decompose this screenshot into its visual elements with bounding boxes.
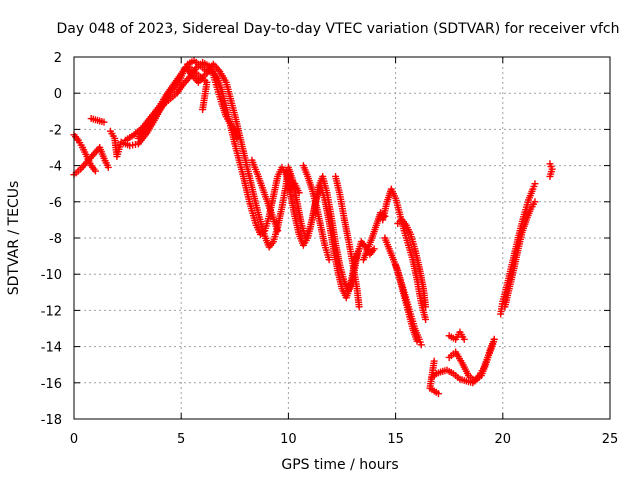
data-point [91,167,99,175]
y-axis-label: SDTVAR / TECUs [6,181,22,296]
data-point [546,172,554,180]
y-tick-label: -4 [49,160,62,175]
y-tick-label: 0 [54,87,62,102]
y-tick-label: -14 [41,341,62,356]
y-tick-label: -8 [49,232,62,247]
data-point [422,315,430,323]
data-points [70,57,556,398]
y-tick-label: -10 [41,268,62,283]
data-point [490,335,498,343]
x-tick-label: 0 [70,432,78,447]
x-axis-label: GPS time / hours [281,457,398,473]
y-tick-label: -16 [41,377,62,392]
data-point [413,337,421,345]
x-tick-label: 15 [387,432,404,447]
data-point [274,227,282,235]
data-point [417,341,425,349]
data-point [325,256,333,264]
data-point [233,134,241,142]
y-tick-label: -2 [49,123,62,138]
chart-title: Day 048 of 2023, Sidereal Day-to-day VTE… [56,21,619,37]
data-point [434,390,442,398]
data-point [355,303,363,311]
data-point [104,163,112,171]
y-tick-label: -6 [49,196,62,211]
data-point [531,180,539,188]
data-point [100,118,108,126]
y-tick-label: -18 [41,413,62,428]
x-tick-label: 25 [602,432,619,447]
data-point [199,105,207,113]
y-tick-label: -12 [41,304,62,319]
y-tick-label: 2 [54,51,62,66]
data-point [295,189,303,197]
data-point [370,245,378,253]
data-point [531,198,539,206]
x-tick-label: 10 [280,432,297,447]
data-point [422,303,430,311]
data-point [355,245,363,253]
data-point [460,335,468,343]
x-tick-label: 20 [495,432,512,447]
x-tick-label: 5 [177,432,185,447]
